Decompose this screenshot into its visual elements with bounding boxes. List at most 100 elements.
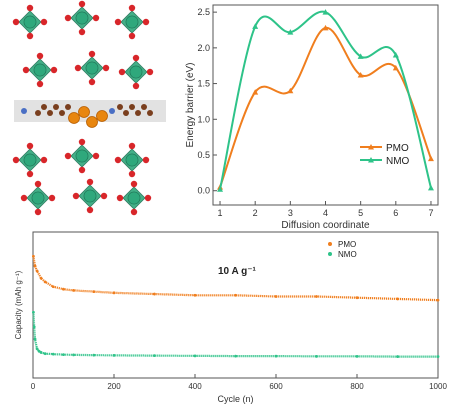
data-point-nmo [193,354,197,358]
oxygen-atom [88,50,96,58]
x-tick-label: 6 [393,208,398,218]
data-point-nmo [72,353,75,357]
data-point-nmo [112,353,116,357]
data-point-nmo [43,352,47,356]
oxygen-atom [100,192,108,200]
data-point-pmo [92,290,96,294]
bottom-layer-octahedron [114,142,150,178]
data-point-pmo [396,297,399,301]
oxygen-atom [40,18,48,26]
x-tick-label: 1000 [429,382,447,391]
carbon-atom [35,110,41,116]
metal-atom [127,191,141,205]
data-point-pmo [357,72,364,78]
oxygen-atom [74,64,82,72]
x-tick-label: 7 [428,208,433,218]
data-point-pmo [61,287,65,291]
data-point-nmo [32,310,35,314]
oxygen-atom [78,138,86,146]
oxygen-atom [146,68,154,76]
data-point-pmo [427,155,434,162]
legend-label-pmo: PMO [386,143,409,154]
series-trace-pmo [32,256,438,302]
x-tick-label: 1 [218,208,223,218]
oxygen-atom [92,152,100,160]
legend-label-nmo: NMO [386,156,410,167]
data-point-pmo [193,293,197,297]
oxygen-atom [34,208,42,216]
metal-atom [83,189,97,203]
data-point-pmo [33,264,37,268]
oxygen-atom [130,180,138,188]
data-point-nmo [252,23,259,29]
metal-atom [125,15,139,29]
data-point-pmo [392,64,399,71]
carbon-atom [147,110,153,116]
oxygen-atom [144,194,152,202]
data-point-nmo [274,354,278,358]
oxygen-atom [64,152,72,160]
metal-atom [129,65,143,79]
current-density-annotation: 10 A g⁻¹ [218,266,257,277]
data-point-pmo [112,291,116,295]
data-point-nmo [35,347,39,351]
carbon-atom [129,104,135,110]
data-point-pmo [315,295,318,298]
data-point-pmo [274,295,278,298]
oxygen-atom [40,156,48,164]
data-point-nmo [287,29,294,35]
data-point-pmo [153,292,156,296]
top-layer-octahedron [22,52,58,88]
legend-marker-nmo [328,252,332,256]
metal-atom [125,153,139,167]
oxygen-atom [128,4,136,12]
bottom-layer-octahedron [20,180,56,216]
oxygen-atom [72,192,80,200]
oxygen-atom [78,166,86,174]
data-point-pmo [252,89,259,95]
y-tick-label: 1.5 [197,79,210,89]
energy-barrier-x-axis-label: Diffusion coordinate [281,220,370,231]
x-tick-label: 600 [269,382,283,391]
oxygen-atom [64,14,72,22]
metal-atom [23,15,37,29]
oxygen-atom [142,156,150,164]
y-tick-label: 2.5 [197,7,210,17]
oxygen-atom [130,208,138,216]
data-point-nmo [355,354,359,358]
data-point-pmo [32,254,35,258]
data-point-nmo [396,355,399,358]
data-point-nmo [357,53,364,59]
data-point-nmo [427,184,434,191]
oxygen-atom [22,66,30,74]
data-point-nmo [322,9,329,15]
capacity-x-axis-label: Cycle (n) [217,394,253,404]
oxygen-atom [86,206,94,214]
carbon-atom [53,104,59,110]
oxygen-atom [118,68,126,76]
data-point-nmo [153,354,156,358]
organic-layer-band [14,100,166,122]
energy-barrier-plot-frame [212,4,439,206]
data-point-pmo [234,293,237,297]
series-trace-nmo [32,312,438,358]
data-point-nmo [61,353,65,357]
data-point-pmo [322,24,329,31]
carbon-atom [47,110,53,116]
x-tick-label: 800 [350,382,364,391]
oxygen-atom [102,64,110,72]
metal-atom [23,153,37,167]
sulfur-atom [96,110,108,122]
data-point-nmo [217,186,224,192]
data-point-nmo [51,352,55,356]
data-point-pmo [35,269,39,273]
oxygen-atom [26,4,34,12]
oxygen-atom [50,66,58,74]
data-point-pmo [43,280,47,284]
oxygen-atom [36,52,44,60]
oxygen-atom [26,32,34,40]
x-tick-label: 3 [288,208,293,218]
bottom-layer-octahedron [64,138,100,174]
